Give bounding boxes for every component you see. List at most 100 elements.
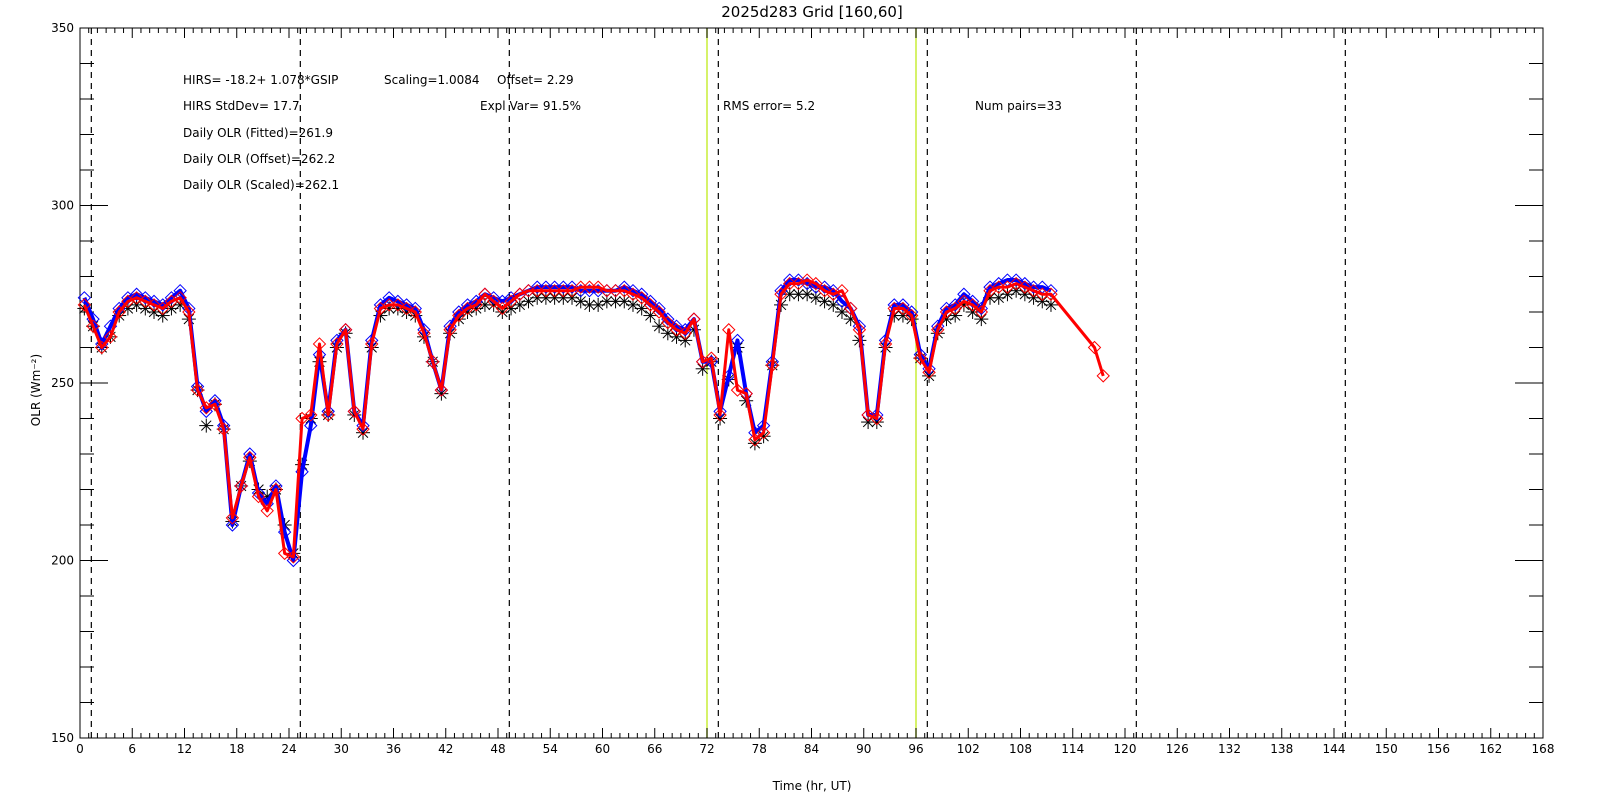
point-red-109 <box>1026 283 1041 298</box>
point-red-112 <box>1087 340 1102 355</box>
point-red-28 <box>321 408 335 422</box>
point-red-45 <box>469 298 483 312</box>
annotation-daily-scaled: Daily OLR (Scaled)=262.1 <box>183 178 339 192</box>
point-red-19 <box>243 450 257 465</box>
point-blue-53 <box>539 280 553 294</box>
point-red-4 <box>112 305 126 319</box>
point-black-56-d2 <box>566 292 578 304</box>
point-red-48 <box>495 301 510 316</box>
point-red-58 <box>582 280 597 294</box>
x-tick-label-0: 0 <box>76 742 84 756</box>
x-tick-label-60: 60 <box>595 742 610 756</box>
point-red-63 <box>626 287 640 301</box>
point-blue-17 <box>225 518 240 532</box>
x-tick-label-102: 102 <box>957 742 980 756</box>
point-red-83 <box>800 273 814 287</box>
series-red <box>77 273 1110 564</box>
point-red-78 <box>756 425 771 440</box>
point-blue-56 <box>565 280 579 294</box>
point-black-73-d2 <box>714 413 726 424</box>
point-blue-62 <box>617 280 631 294</box>
point-black-41-d2 <box>436 388 447 399</box>
point-red-35 <box>382 298 396 312</box>
annotation-fit-equation: HIRS= -18.2+ 1.078*GSIP <box>183 73 338 87</box>
point-black-62-d2 <box>619 296 630 307</box>
x-tick-label-48: 48 <box>490 742 505 756</box>
point-black-71 <box>695 361 710 376</box>
point-red-46 <box>478 287 492 301</box>
point-blue-37 <box>399 298 414 312</box>
point-red-32 <box>356 422 370 436</box>
point-black-60-d2 <box>601 296 613 307</box>
point-red-22 <box>269 482 283 497</box>
point-red-3 <box>103 330 118 344</box>
point-red-41 <box>434 383 449 397</box>
y-tick-label-350: 350 <box>51 21 74 35</box>
point-red-31 <box>347 404 362 419</box>
point-black-103-d2 <box>976 313 987 325</box>
x-tick-label-120: 120 <box>1114 742 1137 756</box>
point-red-100 <box>948 301 962 316</box>
point-red-113 <box>1096 369 1110 383</box>
point-blue-73 <box>713 404 727 419</box>
x-tick-label-90: 90 <box>856 742 871 756</box>
point-blue-8 <box>147 294 161 309</box>
point-red-107 <box>1009 276 1023 291</box>
annotation-rms-error: RMS error= 5.2 <box>723 99 815 113</box>
point-red-80 <box>774 287 788 301</box>
point-blue-54 <box>547 280 562 294</box>
point-black-65 <box>643 308 658 323</box>
point-red-105 <box>992 280 1006 294</box>
x-tick-label-18: 18 <box>229 742 244 756</box>
chart-title: 2025d283 Grid [160,60] <box>721 3 903 21</box>
x-tick-label-54: 54 <box>543 742 558 756</box>
point-red-94 <box>896 301 910 316</box>
annotation-num-pairs: Num pairs=33 <box>975 99 1062 113</box>
point-black-81-d2 <box>784 288 795 300</box>
point-blue-91 <box>870 408 884 422</box>
point-blue-102 <box>965 294 980 309</box>
x-tick-label-114: 114 <box>1061 742 1084 756</box>
x-tick-label-24: 24 <box>281 742 296 756</box>
point-black-84-d2 <box>810 292 822 304</box>
point-red-11 <box>173 291 187 305</box>
point-red-61 <box>608 283 623 298</box>
series <box>77 273 1110 568</box>
x-tick-label-6: 6 <box>128 742 136 756</box>
x-tick-label-150: 150 <box>1375 742 1398 756</box>
point-red-13 <box>190 383 205 397</box>
y-axis-label: OLR (Wm⁻²) <box>29 354 43 426</box>
point-red-74 <box>722 323 736 337</box>
point-blue-7 <box>138 291 153 305</box>
point-blue-55 <box>556 280 571 294</box>
point-blue-81 <box>783 273 797 287</box>
y-tick-label-200: 200 <box>51 554 74 568</box>
point-red-26 <box>304 408 318 422</box>
point-red-24 <box>286 550 301 564</box>
point-red-17 <box>225 511 240 525</box>
point-red-67 <box>661 315 675 330</box>
point-black-91-d2 <box>871 416 883 428</box>
point-blue-36 <box>391 294 405 309</box>
point-red-91 <box>870 411 884 426</box>
point-black-9-d2 <box>157 310 168 321</box>
point-red-85 <box>817 283 832 298</box>
point-red-23 <box>277 546 292 561</box>
point-red-47 <box>486 294 501 309</box>
point-red-93 <box>887 301 901 316</box>
x-tick-label-96: 96 <box>908 742 923 756</box>
point-blue-28 <box>321 404 335 419</box>
point-blue-111 <box>1044 283 1058 298</box>
point-blue-64 <box>634 287 649 301</box>
annotations: HIRS= -18.2+ 1.078*GSIP Scaling=1.0084 O… <box>183 73 1062 192</box>
point-black-110-d2 <box>1037 296 1048 307</box>
point-red-1 <box>86 319 100 333</box>
point-black-97-d2 <box>923 370 935 382</box>
annotation-stddev: HIRS StdDev= 17.7 <box>183 99 300 113</box>
point-red-64 <box>634 291 649 305</box>
point-black-14 <box>199 418 214 433</box>
point-blue-94 <box>896 298 910 312</box>
point-red-73 <box>713 408 727 422</box>
